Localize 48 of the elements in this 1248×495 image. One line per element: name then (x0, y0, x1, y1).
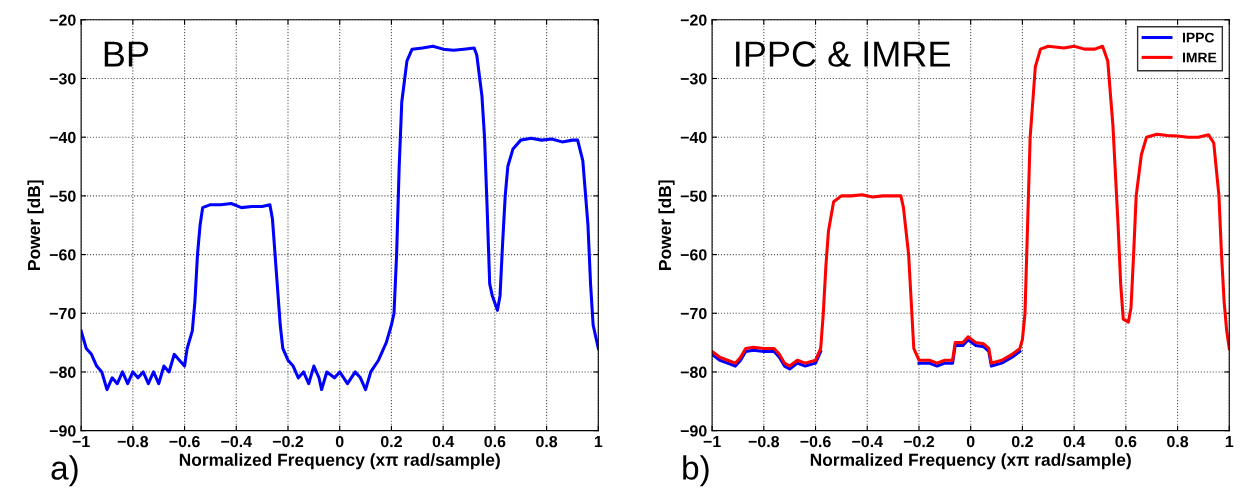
x-tick-label: −1 (72, 436, 90, 448)
y-tick-label: −60 (680, 249, 707, 261)
y-tick-label: −30 (49, 73, 76, 85)
chart-title: BP (104, 41, 149, 67)
x-tick-label: −0.4 (221, 435, 252, 448)
y-tick-label: −50 (49, 190, 76, 202)
x-axis-title: Normalized Frequency (xπ rad/sample) (810, 453, 1131, 470)
text: b) (683, 455, 709, 487)
x-tick-label: 1 (1225, 436, 1234, 448)
y-tick-label: −90 (680, 425, 707, 437)
y-tick-label: −80 (680, 366, 707, 378)
y-axis-title: Power [dB] (27, 180, 44, 270)
legend-label: IMRE (1182, 52, 1217, 63)
x-tick-label: 0.2 (380, 435, 402, 448)
x-tick-label: −0.2 (903, 435, 935, 448)
x-tick-label: 0.2 (1011, 435, 1033, 448)
x-tick-label: −0.6 (800, 435, 831, 448)
y-tick-label: −30 (680, 73, 707, 85)
y-tick-label: −80 (49, 366, 76, 378)
x-tick-label: −0.6 (169, 435, 200, 448)
y-tick-label: −20 (49, 14, 76, 26)
y-tick-label: −90 (49, 425, 76, 437)
x-tick-label: 0.8 (536, 435, 558, 448)
x-tick-label: 0.8 (1167, 435, 1189, 448)
x-tick-label: 0 (966, 435, 975, 448)
y-axis-title: Power [dB] (658, 180, 675, 270)
x-tick-label: −0.4 (852, 435, 883, 448)
x-tick-label: 0.4 (1063, 435, 1086, 448)
text: a) (51, 455, 78, 487)
y-tick-label: −60 (49, 249, 76, 261)
y-tick-label: −40 (680, 131, 707, 144)
y-tick-label: −70 (49, 307, 76, 320)
chart-title: IPPC & IMRE (736, 41, 950, 67)
x-tick-label: 0 (335, 435, 344, 448)
x-axis-title: Normalized Frequency (xπ rad/sample) (179, 453, 500, 470)
x-tick-label: 1 (594, 436, 603, 448)
y-tick-label: −70 (680, 307, 707, 320)
legend-label: IPPC (1182, 32, 1215, 43)
y-tick-label: −40 (49, 131, 76, 144)
x-tick-label: 0.6 (484, 435, 506, 448)
x-tick-label: −1 (703, 436, 721, 448)
x-tick-label: −0.8 (748, 435, 780, 448)
x-tick-label: −0.2 (272, 435, 304, 448)
y-tick-label: −20 (680, 14, 707, 26)
x-tick-label: 0.6 (1115, 435, 1137, 448)
x-tick-label: 0.4 (432, 435, 455, 448)
x-tick-label: −0.8 (117, 435, 149, 448)
y-tick-label: −50 (680, 190, 707, 202)
